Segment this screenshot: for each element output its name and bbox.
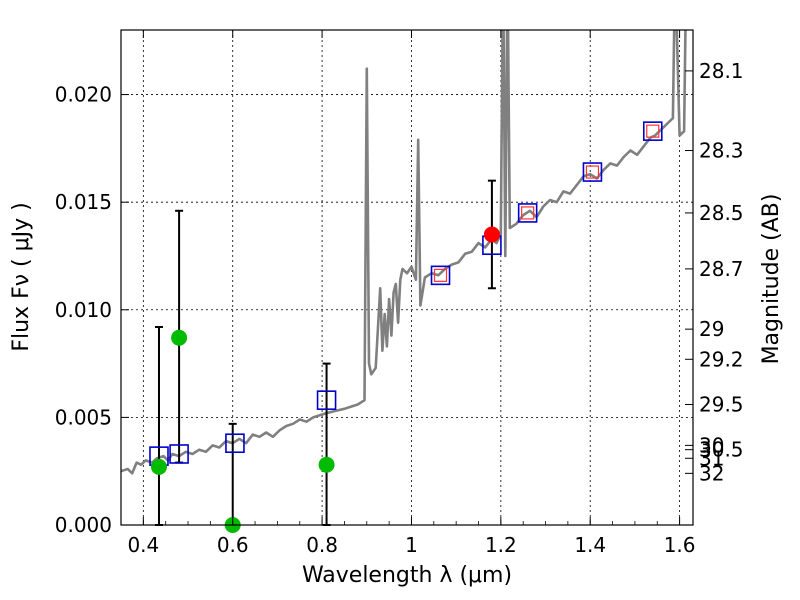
- plot-frame: [120, 29, 694, 526]
- x-axis-label: Wavelength λ (μm): [302, 563, 512, 588]
- photometry-boxes: [149, 121, 663, 466]
- error-bars: [154, 179, 496, 526]
- measured-photometry-box: [521, 206, 535, 220]
- y-tick-label: 0.000: [55, 513, 112, 537]
- x-tick-label: 1: [405, 533, 418, 557]
- measured-photometry-box: [646, 124, 660, 138]
- y-right-tick-label: 32: [699, 461, 724, 485]
- y-tick-label: 0.015: [55, 190, 112, 214]
- x-tick-label: 0.8: [306, 533, 338, 557]
- nondetection-point: [318, 456, 335, 473]
- model-photometry-box: [316, 390, 337, 410]
- spectrum-line: [121, 30, 687, 475]
- y-right-tick-label: 29.2: [699, 347, 744, 371]
- x-tick-label: 0.4: [127, 533, 159, 557]
- x-tick-label: 0.6: [217, 533, 249, 557]
- tick-labels: 0.4 0.6 0.8 1 1.2 1.4 1.6 0.000 0.005 0.010 0.015 0…: [55, 59, 744, 557]
- nondetection-point: [150, 458, 167, 475]
- axis-ticks: [120, 30, 693, 526]
- model-photometry-box: [582, 162, 603, 182]
- model-photometry-box: [517, 203, 538, 223]
- photometry-dots: [150, 226, 500, 533]
- measured-photometry-box: [585, 165, 600, 179]
- y-right-tick-label: 30: [699, 433, 724, 457]
- y-tick-label: 0.005: [55, 405, 112, 429]
- y-axis-right-label: Magnitude (AB): [759, 194, 784, 365]
- y-right-tick-label: 28.7: [699, 257, 744, 281]
- y-right-tick-label: 28.1: [699, 59, 744, 83]
- y-tick-label: 0.020: [55, 83, 112, 107]
- y-right-tick-label: 29.5: [699, 392, 744, 416]
- x-tick-label: 1.4: [574, 533, 606, 557]
- model-photometry-box: [642, 121, 663, 141]
- y-right-tick-label: 30.5: [699, 438, 744, 462]
- y-right-tick-label: 28.3: [699, 139, 744, 163]
- model-photometry-box: [430, 265, 451, 286]
- x-tick-label: 1.6: [664, 533, 696, 557]
- y-axis-label: Flux Fν ( μJy ): [9, 202, 34, 351]
- y-right-tick-label: 29: [699, 317, 724, 341]
- measured-photometry-box: [433, 268, 448, 282]
- nondetection-point: [171, 329, 188, 346]
- model-photometry-box: [225, 433, 245, 454]
- model-photometry-box: [169, 444, 189, 464]
- y-right-tick-label: 31: [699, 446, 724, 470]
- spectrum-layer: [121, 30, 687, 475]
- x-tick-label: 1.2: [485, 533, 517, 557]
- y-right-tick-label: 28.5: [699, 201, 744, 225]
- y-tick-label: 0.010: [55, 298, 112, 322]
- detection-point: [483, 226, 500, 243]
